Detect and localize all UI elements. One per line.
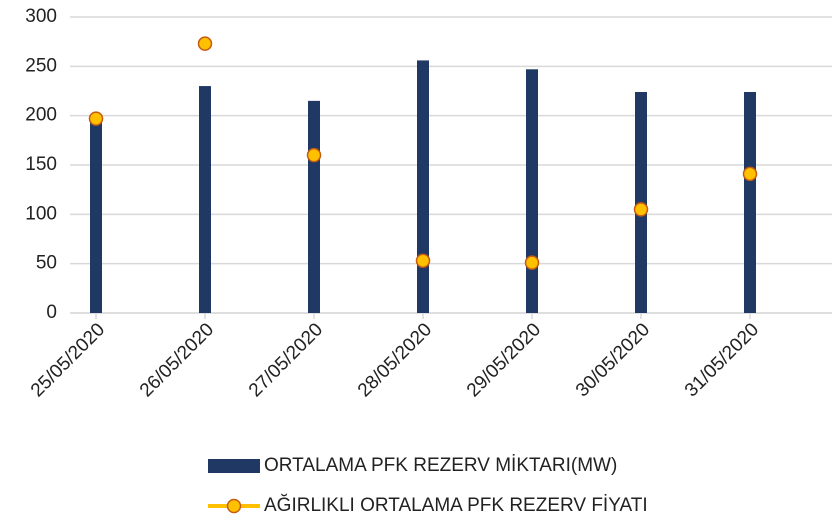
x-tick-label: 28/05/2020 xyxy=(354,319,436,401)
bar xyxy=(90,115,102,314)
y-tick-label: 300 xyxy=(25,6,57,27)
legend-label: ORTALAMA PFK REZERV MİKTARI(MW) xyxy=(264,455,617,476)
legend-marker xyxy=(226,498,242,514)
x-tick-label: 31/05/2020 xyxy=(681,319,763,401)
x-tick-label: 25/05/2020 xyxy=(27,319,109,401)
x-tick-label: 29/05/2020 xyxy=(463,319,545,401)
bar xyxy=(526,69,538,313)
legend-swatch xyxy=(208,459,260,473)
legend-label: AĞIRLIKLI ORTALAMA PFK REZERV FİYATI xyxy=(264,494,648,516)
y-tick-label: 0 xyxy=(46,302,57,323)
y-tick-label: 150 xyxy=(25,154,57,175)
y-tick-label: 200 xyxy=(25,105,57,126)
point xyxy=(633,202,649,217)
x-tick-label: 27/05/2020 xyxy=(245,319,327,401)
bar xyxy=(417,60,429,314)
y-tick-label: 250 xyxy=(25,55,57,76)
point xyxy=(197,36,213,51)
point xyxy=(742,166,758,182)
y-tick-label: 100 xyxy=(25,203,57,224)
x-tick-label: 26/05/2020 xyxy=(136,319,218,401)
x-tick-label: 30/05/2020 xyxy=(572,319,654,401)
point xyxy=(306,147,322,163)
bar xyxy=(199,86,211,313)
bar xyxy=(308,100,320,313)
point xyxy=(415,253,431,268)
point xyxy=(88,111,104,126)
point xyxy=(524,255,540,270)
bar xyxy=(744,91,756,313)
y-tick-label: 50 xyxy=(36,253,57,274)
